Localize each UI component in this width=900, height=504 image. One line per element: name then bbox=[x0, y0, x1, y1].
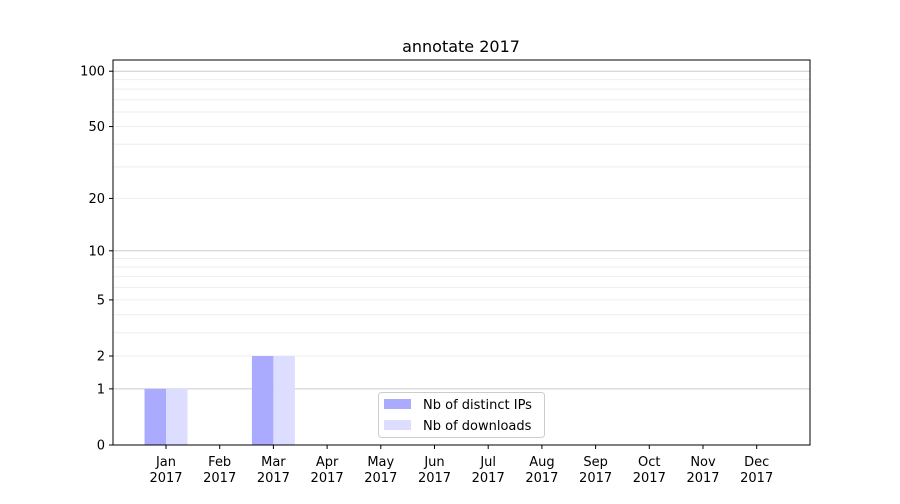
x-tick-label: Oct 2017 bbox=[633, 455, 666, 486]
x-tick-label: Jan 2017 bbox=[149, 455, 182, 486]
bar-distinct-ips bbox=[144, 388, 166, 445]
bar-downloads bbox=[273, 356, 295, 445]
legend-swatch bbox=[384, 399, 411, 409]
legend-label: Nb of distinct IPs bbox=[423, 398, 532, 413]
x-tick-label: Aug 2017 bbox=[525, 455, 558, 486]
x-tick-label: Nov 2017 bbox=[686, 455, 719, 486]
legend-swatch bbox=[384, 420, 411, 430]
plot-frame bbox=[112, 59, 811, 446]
y-tick-label: 5 bbox=[97, 293, 105, 308]
y-tick-label: 1 bbox=[97, 382, 105, 397]
y-tick-label: 0 bbox=[97, 439, 105, 454]
x-tick-label: Dec 2017 bbox=[740, 455, 773, 486]
chart-title: annotate 2017 bbox=[402, 37, 520, 56]
legend-label: Nb of downloads bbox=[423, 419, 532, 434]
x-tick-label: Feb 2017 bbox=[203, 455, 236, 486]
bar-distinct-ips bbox=[251, 356, 274, 445]
x-tick-label: Apr 2017 bbox=[311, 455, 344, 486]
y-tick-label: 20 bbox=[88, 192, 105, 207]
x-tick-label: Mar 2017 bbox=[257, 455, 290, 486]
bar-downloads bbox=[166, 388, 188, 445]
x-tick-label: Jun 2017 bbox=[418, 455, 451, 486]
y-tick-label: 50 bbox=[88, 120, 105, 135]
x-tick-label: May 2017 bbox=[364, 455, 397, 486]
legend-box bbox=[378, 392, 545, 438]
legend: Nb of distinct IPs Nb of downloads bbox=[378, 392, 545, 438]
y-tick-label: 10 bbox=[88, 244, 105, 259]
y-tick-label: 2 bbox=[97, 350, 105, 365]
x-tick-label: Jul 2017 bbox=[472, 455, 505, 486]
y-tick-label: 100 bbox=[80, 65, 105, 80]
x-tick-label: Sep 2017 bbox=[579, 455, 612, 486]
